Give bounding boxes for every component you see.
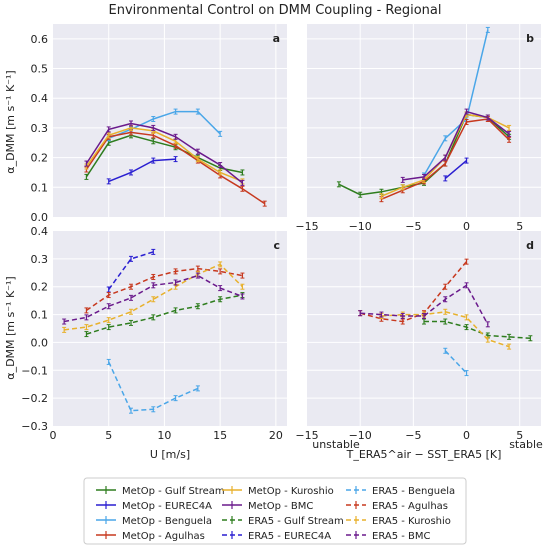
x-tick-label: 0: [463, 220, 470, 233]
x-tick-label: −15: [295, 429, 318, 442]
legend-label: MetOp - Kuroshio: [248, 486, 334, 497]
legend-label: ERA5 - EUREC4A: [248, 531, 331, 542]
y-tick-label: 0.4: [31, 92, 49, 105]
panel-b-marks: [336, 26, 512, 203]
legend-label: MetOp - EUREC4A: [122, 501, 212, 512]
panel-c-marks: [62, 248, 245, 414]
x-tick-label: −15: [295, 220, 318, 233]
y-tick-label: 0.4: [31, 225, 49, 238]
y-axis-label-bottom: α_DMM [m s⁻¹ K⁻¹]: [4, 276, 17, 379]
legend-label: MetOp - BMC: [248, 501, 313, 512]
series-line-kuroshio-metop: [85, 127, 243, 183]
series-line-eurec4a-metop: [444, 160, 467, 179]
y-tick-label: 0.1: [31, 309, 49, 322]
panel-d-grid: −15 −10 −5 0 5: [295, 231, 541, 442]
x-tick-label: 5: [516, 429, 523, 442]
y-axis-label-top: α_DMM [m s⁻¹ K⁻¹]: [4, 70, 17, 173]
panel-a-marks: [84, 108, 267, 207]
y-tick-label: 0.6: [31, 33, 49, 46]
panel-d: −15 −10 −5 0 5 d: [295, 231, 541, 442]
y-tick-label: 0.0: [31, 336, 49, 349]
panel-d-marks: [358, 258, 533, 377]
series-line-benguela-era5: [444, 350, 468, 374]
panel-a-letter: a: [273, 32, 280, 45]
panel-b: −15 −10 −5 0 5 b: [295, 24, 541, 233]
x-tick-label: 0: [463, 429, 470, 442]
x-axis-label-right: T_ERA5^air − SST_ERA5 [K]: [346, 448, 502, 461]
series-line-benguela-metop: [108, 110, 221, 139]
x-tick-label: 5: [105, 429, 112, 442]
unstable-label: unstable: [312, 438, 360, 451]
y-tick-label: −0.2: [21, 392, 48, 405]
series-line-benguela-metop: [423, 29, 489, 176]
panel-d-background: [307, 231, 541, 426]
y-tick-label: 0.2: [31, 152, 49, 165]
y-tick-label: 0.2: [31, 281, 49, 294]
panel-a: 0.0 0.1 0.2 0.3 0.4 0.5 0.6 a: [31, 24, 287, 224]
y-tick-label: 0.3: [31, 122, 49, 135]
x-tick-label: 20: [269, 429, 283, 442]
x-tick-label: −10: [349, 220, 372, 233]
panel-a-background: [53, 24, 287, 217]
series-line-bmc-metop: [85, 122, 243, 184]
panel-b-background: [307, 24, 541, 217]
legend-label: MetOp - Benguela: [122, 516, 212, 527]
panel-c-grid: 0 5 10 15 20 −0.3 −0.2 −0.1 0.0 0.1 0.2 0.3 0.4: [21, 225, 287, 442]
y-tick-label: 0.0: [31, 211, 49, 224]
x-tick-label: 5: [516, 220, 523, 233]
legend-label: ERA5 - Benguela: [372, 486, 455, 497]
chart-title: Environmental Control on DMM Coupling - …: [108, 3, 441, 18]
x-tick-label: −5: [405, 429, 421, 442]
stable-label: stable: [509, 438, 543, 451]
panel-c-letter: c: [273, 239, 280, 252]
series-line-gulf-stream-era5: [86, 294, 243, 335]
legend-label: MetOp - Agulhas: [122, 531, 205, 542]
series-line-bmc-metop: [402, 110, 510, 181]
series-line-eurec4a-metop: [108, 158, 176, 183]
series-line-agulhas-era5: [360, 261, 468, 323]
x-tick-label: 0: [50, 429, 57, 442]
series-line-agulhas-era5: [85, 267, 243, 312]
x-axis-label-left: U [m/s]: [150, 448, 190, 461]
panel-d-letter: d: [526, 239, 534, 252]
panel-c: 0 5 10 15 20 −0.3 −0.2 −0.1 0.0 0.1 0.2 0.3 0.4 c: [21, 225, 287, 442]
legend-label: ERA5 - Gulf Stream: [248, 516, 344, 527]
series-line-gulf-stream-era5: [424, 320, 531, 340]
panel-b-letter: b: [526, 32, 534, 45]
x-tick-label: 15: [213, 429, 227, 442]
legend-frame: [83, 477, 467, 545]
legend: MetOp - Gulf Stream MetOp - EUREC4A MetOp …: [83, 477, 467, 545]
y-tick-label: −0.1: [21, 364, 48, 377]
x-tick-label: 10: [157, 429, 171, 442]
legend-label: MetOp - Gulf Stream: [122, 486, 225, 497]
legend-label: ERA5 - Kuroshio: [372, 516, 451, 527]
legend-items: MetOp - Gulf Stream MetOp - EUREC4A MetOp …: [96, 486, 455, 542]
y-tick-label: 0.3: [31, 253, 49, 266]
panel-c-background: [53, 231, 287, 426]
legend-label: ERA5 - Agulhas: [372, 501, 448, 512]
series-line-eurec4a-era5: [108, 251, 154, 290]
y-tick-label: 0.5: [31, 63, 49, 76]
x-tick-label: −10: [349, 429, 372, 442]
panel-a-grid: 0.0 0.1 0.2 0.3 0.4 0.5 0.6: [31, 24, 287, 224]
series-line-kuroshio-era5: [64, 263, 243, 331]
series-line-gulf-stream-metop: [85, 134, 243, 178]
x-tick-label: −5: [405, 220, 421, 233]
y-tick-label: −0.3: [21, 420, 48, 433]
y-tick-label: 0.1: [31, 181, 49, 194]
legend-label: ERA5 - BMC: [372, 531, 431, 542]
